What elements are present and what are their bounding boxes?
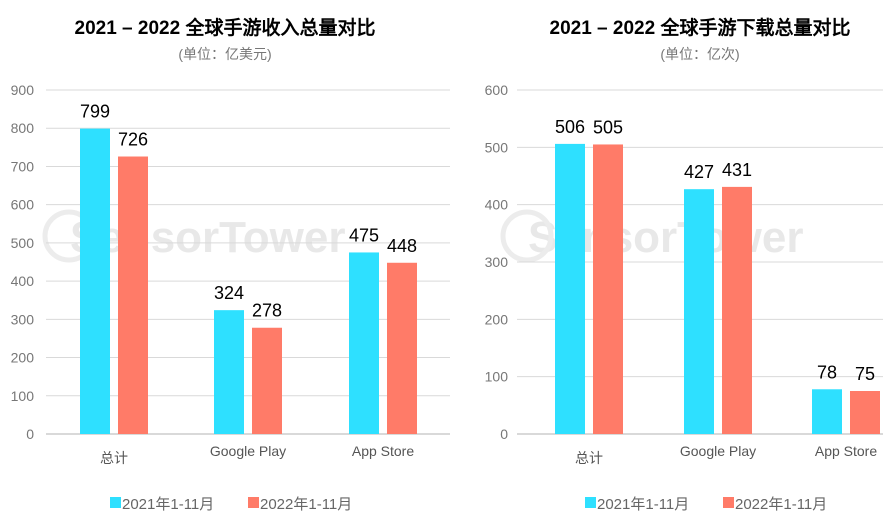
x-tick-label: Google Play — [680, 443, 756, 459]
bar — [850, 391, 880, 434]
data-label: 726 — [118, 130, 148, 150]
bar — [387, 262, 417, 434]
y-tick-label: 600 — [11, 197, 35, 213]
data-label: 506 — [555, 117, 585, 137]
x-tick-label: 总计 — [100, 450, 128, 466]
legend-label: 2022年1-11月 — [735, 496, 827, 513]
watermark: SensorTower — [70, 213, 345, 262]
y-tick-label: 200 — [485, 311, 509, 327]
x-tick-label: App Store — [352, 443, 414, 459]
legend: 2021年1-11月 2022年1-11月 — [585, 496, 827, 513]
legend: 2021年1-11月 2022年1-11月 — [110, 496, 352, 513]
bar — [349, 252, 379, 434]
data-label: 78 — [817, 362, 837, 382]
legend-label: 2021年1-11月 — [122, 496, 214, 513]
y-tick-label: 0 — [500, 426, 508, 442]
legend-swatch — [585, 497, 596, 508]
y-tick-label: 700 — [11, 158, 35, 174]
x-tick-label: App Store — [815, 443, 877, 459]
y-tick-label: 300 — [485, 254, 509, 270]
x-tick-label: 总计 — [575, 450, 603, 466]
data-label: 448 — [387, 236, 417, 256]
bar — [812, 389, 842, 434]
legend-swatch — [723, 497, 734, 508]
y-tick-label: 500 — [485, 139, 509, 155]
chart-subtitle: (单位：亿美元) — [178, 46, 271, 62]
chart-1: SensorTower 2021 – 2022 全球手游收入总量对比 (单位：亿美元… — [11, 16, 450, 513]
chart-subtitle: (单位：亿次) — [660, 46, 739, 62]
bar — [555, 143, 585, 435]
y-tick-label: 900 — [11, 82, 35, 98]
bar — [684, 189, 714, 434]
y-tick-label: 100 — [485, 369, 509, 385]
data-label: 75 — [855, 364, 875, 384]
y-tick-label: 300 — [11, 311, 35, 327]
legend-label: 2022年1-11月 — [260, 496, 352, 513]
y-tick-label: 100 — [11, 388, 35, 404]
y-tick-label: 600 — [485, 82, 509, 98]
y-tick-label: 0 — [26, 426, 34, 442]
bar — [80, 128, 110, 435]
data-label: 427 — [684, 162, 714, 182]
x-tick-label: Google Play — [210, 443, 286, 459]
legend-swatch — [248, 497, 259, 508]
chart-title: 2021 – 2022 全球手游下载总量对比 — [550, 16, 851, 39]
bar — [214, 310, 244, 434]
bar — [252, 327, 282, 434]
legend-label: 2021年1-11月 — [597, 496, 689, 513]
y-tick-label: 500 — [11, 235, 35, 251]
bar — [118, 156, 148, 435]
data-label: 324 — [214, 283, 244, 303]
watermark-logo-icon — [500, 209, 554, 263]
data-label: 799 — [80, 102, 110, 122]
data-label: 505 — [593, 117, 623, 137]
y-tick-label: 200 — [11, 350, 35, 366]
data-label: 278 — [252, 301, 282, 321]
data-label: 431 — [722, 160, 752, 180]
bar — [593, 144, 623, 434]
y-tick-label: 400 — [11, 273, 35, 289]
chart-title: 2021 – 2022 全球手游收入总量对比 — [75, 16, 376, 39]
data-label: 475 — [349, 225, 379, 245]
y-tick-label: 800 — [11, 120, 35, 136]
bar — [722, 186, 752, 434]
legend-swatch — [110, 497, 121, 508]
y-tick-label: 400 — [485, 197, 509, 213]
